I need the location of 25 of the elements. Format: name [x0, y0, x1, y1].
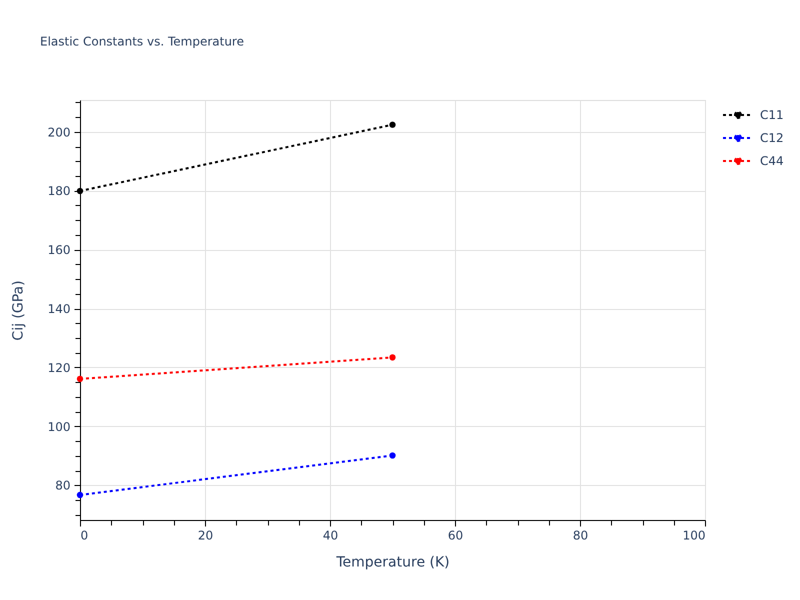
- x-tick-label: 80: [572, 528, 588, 542]
- y-tick-label: 100: [48, 420, 70, 434]
- y-tick-label: 200: [48, 125, 70, 140]
- y-tick-label: 120: [48, 360, 70, 375]
- legend-label: C11: [760, 108, 784, 122]
- chart-title: Elastic Constants vs. Temperature: [40, 34, 244, 48]
- legend-label: C12: [760, 131, 784, 145]
- point: [389, 122, 396, 128]
- y-tick-label: 160: [48, 243, 70, 258]
- y-tick-label: 180: [48, 184, 70, 198]
- point: [76, 188, 84, 194]
- point: [389, 452, 396, 459]
- x-axis-title: Temperature (K): [335, 554, 450, 570]
- x-tick-label: 0: [80, 528, 88, 542]
- y-axis-title: Cij (GPa): [10, 280, 27, 341]
- point: [389, 354, 396, 361]
- y-tick-label: 80: [55, 478, 70, 493]
- point: [76, 376, 84, 382]
- point: [76, 492, 84, 498]
- x-tick-label: 20: [198, 528, 214, 542]
- y-tick-label: 140: [48, 302, 70, 316]
- legend-label: C44: [760, 154, 784, 168]
- x-tick-label: 60: [448, 528, 464, 542]
- x-tick-label: 100: [682, 528, 706, 542]
- x-tick-label: 40: [322, 528, 338, 542]
